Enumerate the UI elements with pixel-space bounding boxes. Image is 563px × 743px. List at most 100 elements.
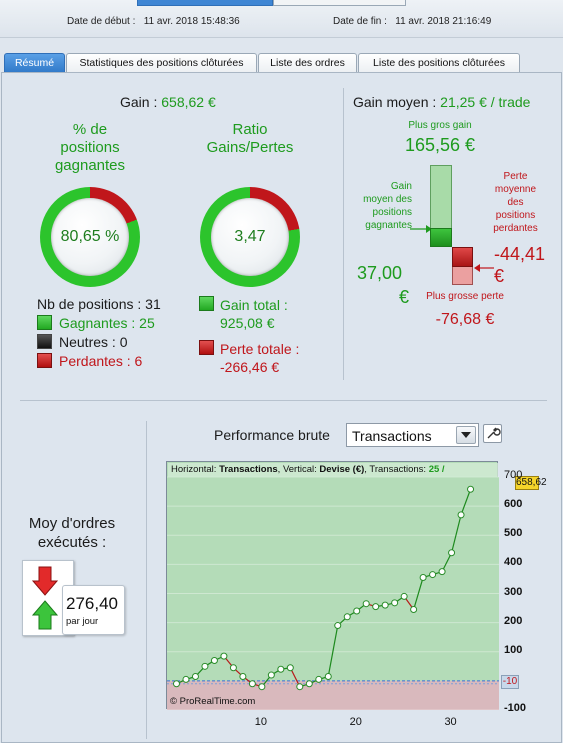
y-tick-label: 700 [504, 469, 523, 481]
data-point [410, 606, 418, 614]
data-point [429, 571, 437, 579]
value-line: 37,00 [357, 263, 403, 283]
biggest-gain-value: 165,56 € [404, 135, 476, 155]
avg-win-label: Gain moyen des positions gagnantes [352, 180, 412, 232]
title-line: gagnantes [54, 157, 126, 174]
value-line: € [399, 287, 410, 307]
value-line: € [494, 266, 505, 286]
data-point [400, 592, 408, 600]
biggest-loss-label: Plus grosse perte [426, 291, 504, 302]
series-segment [289, 667, 301, 687]
header-text: , Vertical: [277, 464, 320, 475]
gain-total: Gain total : 925,08 € [220, 296, 288, 332]
current-value-badge: 658,62 [515, 476, 547, 490]
biggest-gain-label: Plus gros gain [408, 120, 472, 131]
positions-count: Nb de positions : 31 [37, 296, 161, 312]
separator [343, 88, 344, 380]
ratio-ring: 3,47 [200, 187, 300, 287]
start-date: Date de début : 11 avr. 2018 15:48:36 [67, 16, 240, 27]
avg-loss-label: Perte moyenne des positions perdantes [478, 170, 553, 235]
x-tick-label: 20 [349, 716, 362, 728]
data-point [334, 622, 342, 630]
negative-area [167, 680, 499, 710]
data-point [267, 671, 275, 679]
data-point [457, 511, 465, 519]
transactions-select[interactable]: Transactions [346, 423, 479, 447]
data-point [381, 601, 389, 609]
gain-value: 658,62 € [161, 94, 216, 110]
avg-gain-label: Gain moyen : [353, 94, 437, 110]
label-line: moyenne [494, 184, 537, 195]
winning-pct-value: 80,65 % [51, 198, 129, 276]
zero-marker-badge: -10 [501, 675, 519, 689]
losers-count: Perdantes : 6 [59, 353, 143, 369]
dark-square-icon [37, 334, 52, 349]
data-point [467, 485, 475, 493]
top-segment[interactable] [273, 0, 406, 6]
loss-total: Perte totale : -266,46 € [220, 340, 299, 376]
tab-orders[interactable]: Liste des ordres [258, 53, 357, 73]
orders-value: 276,40 [66, 594, 118, 613]
start-date-label: Date de début : [67, 16, 136, 27]
avg-loss-value: -44,41 € [494, 243, 545, 287]
start-date-value: 11 avr. 2018 15:48:36 [143, 16, 240, 27]
x-tick-label: 30 [444, 716, 457, 728]
tab-stats-closed[interactable]: Statistiques des positions clôturées [66, 53, 257, 73]
top-segment-active[interactable] [137, 0, 273, 6]
performance-chart[interactable]: Horizontal: Transactions, Vertical: Devi… [166, 461, 499, 710]
avg-win-value: 37,00 € [357, 261, 409, 309]
y-tick-label: -100 [504, 702, 527, 714]
orders-unit: par jour [66, 616, 99, 627]
data-point [391, 599, 399, 607]
header-v: Devise (€) [319, 464, 365, 475]
label-line: des [507, 197, 524, 208]
label-line: Gain [390, 181, 412, 192]
avg-gain-value: 21,25 € / trade [440, 94, 531, 110]
neutral-count: Neutres : 0 [59, 334, 128, 350]
winning-pct-ring: 80,65 % [40, 187, 140, 287]
wrench-icon[interactable] [483, 424, 502, 443]
tab-closed-positions[interactable]: Liste des positions clôturées [358, 53, 520, 73]
data-point [182, 675, 190, 683]
avg-loss-bar [452, 247, 473, 267]
gain-summary: Gain : 658,62 € [120, 94, 216, 110]
series-segment [441, 552, 453, 572]
data-point [305, 680, 313, 688]
data-point [210, 656, 218, 664]
label-line: moyen des [363, 194, 412, 205]
data-point [438, 568, 446, 576]
y-tick-label: 600 [504, 498, 523, 511]
gain-total-value: 925,08 € [220, 315, 275, 331]
title-line: Gains/Pertes [206, 139, 294, 156]
orders-title: Moy d'ordres exécutés : [14, 514, 130, 552]
arrow-left-icon [474, 264, 494, 272]
data-point [353, 607, 361, 615]
label-line: positions [372, 207, 412, 218]
title-line: exécutés : [37, 534, 107, 551]
data-point [448, 549, 456, 557]
loss-total-value: -266,46 € [220, 359, 280, 375]
header-text: Horizontal: [171, 464, 220, 475]
y-tick-label: 400 [504, 556, 523, 569]
data-point [229, 664, 237, 672]
chevron-down-icon[interactable] [456, 426, 476, 444]
end-date-label: Date de fin : [333, 16, 387, 27]
x-tick-label: 10 [254, 716, 267, 728]
series-segment [413, 577, 424, 610]
title-line: Moy d'ordres [28, 515, 116, 532]
data-point [258, 683, 266, 691]
gain-total-label: Gain total : [220, 297, 288, 313]
data-point [172, 680, 180, 688]
tab-resume[interactable]: Résumé [4, 53, 65, 73]
end-date-value: 11 avr. 2018 21:16:49 [395, 16, 492, 27]
data-point [277, 665, 285, 673]
data-point [220, 652, 228, 660]
label-line: perdantes [493, 223, 538, 234]
arrow-right-icon [410, 225, 432, 233]
title-line: positions [60, 139, 120, 156]
avg-gain-summary: Gain moyen : 21,25 € / trade [353, 94, 530, 110]
data-point [239, 673, 247, 681]
biggest-loss-value: -76,68 € [435, 311, 495, 328]
label-line: Perte [503, 171, 528, 182]
series-segment [327, 625, 339, 677]
